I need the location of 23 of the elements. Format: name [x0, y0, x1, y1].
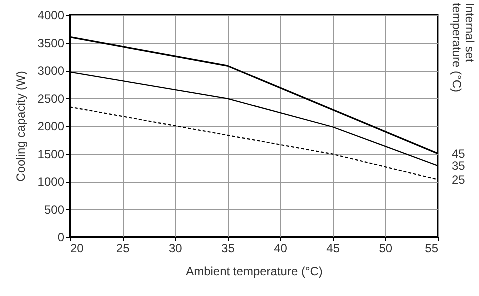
- x-tick-label: 40: [274, 242, 288, 256]
- x-tick-label: 45: [326, 242, 340, 256]
- x-axis-title: Ambient temperature (°C): [186, 264, 323, 278]
- y-tick-label: 2000: [38, 120, 65, 134]
- x-tick-label: 20: [70, 242, 84, 256]
- y-tick-label: 500: [44, 202, 65, 217]
- x-tick-label: 55: [425, 242, 439, 256]
- y-tick-label: 3000: [38, 64, 65, 78]
- x-tick-label: 50: [379, 242, 393, 256]
- y-tick-label: 3500: [38, 36, 65, 50]
- series-label: 25: [452, 172, 466, 187]
- x-tick-label: 35: [222, 242, 236, 256]
- series-label: 35: [452, 158, 466, 173]
- y-tick-label: 1000: [38, 175, 65, 189]
- y-axis-title: Cooling capacity (W): [14, 71, 28, 182]
- y-tick-label: 1500: [38, 147, 65, 162]
- series-label: 45: [452, 146, 466, 161]
- y-tick-label: 4000: [38, 8, 65, 22]
- y-tick-label: 0: [58, 230, 65, 244]
- legend-title: Internal set temperature (°C): [450, 3, 477, 92]
- y-tick-label: 2500: [38, 92, 65, 106]
- x-tick-label: 30: [168, 242, 183, 256]
- x-tick-label: 25: [116, 242, 130, 256]
